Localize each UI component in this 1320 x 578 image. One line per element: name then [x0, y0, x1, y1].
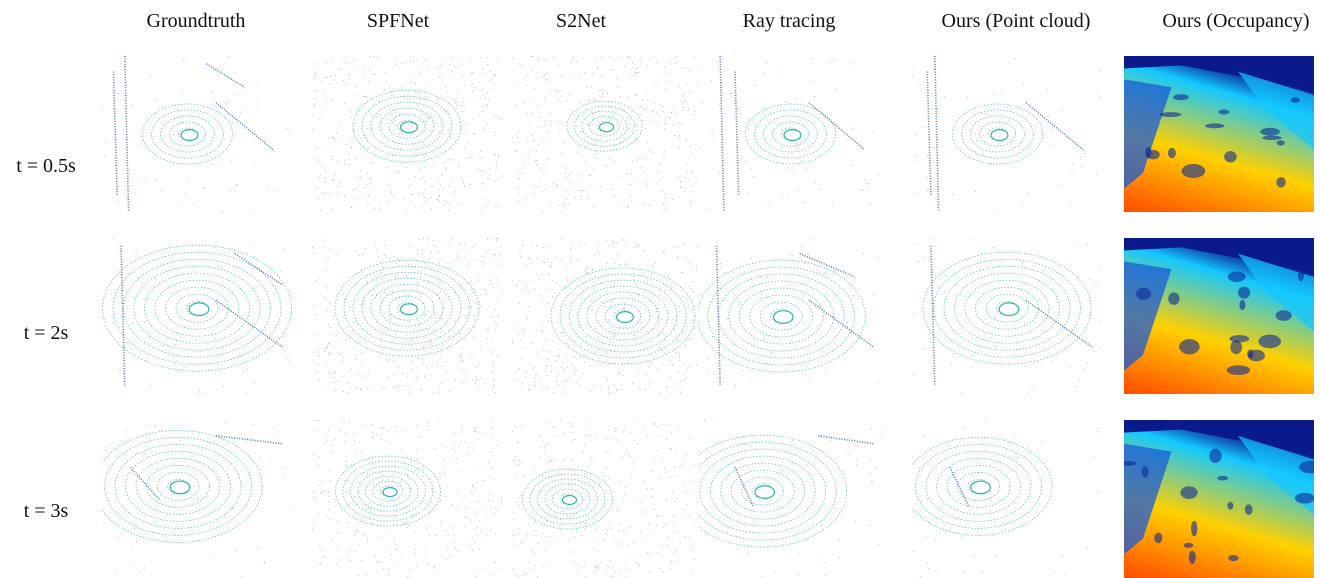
image-ray-tracing-row-2 — [698, 238, 883, 394]
image-ray-tracing-row-3 — [698, 420, 883, 578]
column-header-ours-point-cloud: Ours (Point cloud) — [941, 10, 1091, 32]
image-ours-occupancy-row-2 — [1124, 238, 1314, 394]
column-header-ours-occupancy: Ours (Occupancy) — [1162, 10, 1310, 32]
row-label-t-2s: t = 2s — [23, 322, 69, 344]
image-spfnet-row-3 — [312, 420, 502, 578]
image-ours-point-cloud-row-3 — [912, 420, 1102, 578]
row-label-t-3s: t = 3s — [23, 500, 69, 522]
image-spfnet-row-1 — [312, 56, 502, 212]
row-label-t-0-5s: t = 0.5s — [16, 155, 76, 177]
image-ours-point-cloud-row-1 — [912, 56, 1102, 212]
image-s2net-row-3 — [512, 420, 697, 578]
image-ours-occupancy-row-1 — [1124, 56, 1314, 212]
image-s2net-row-1 — [512, 56, 697, 212]
image-ours-point-cloud-row-2 — [912, 238, 1102, 394]
column-header-s2net: S2Net — [556, 10, 606, 32]
image-ours-occupancy-row-3 — [1124, 420, 1314, 578]
image-s2net-row-2 — [512, 238, 697, 394]
column-header-spfnet: SPFNet — [366, 10, 430, 32]
image-spfnet-row-2 — [312, 238, 502, 394]
image-groundtruth-row-2 — [102, 238, 292, 394]
image-groundtruth-row-3 — [102, 420, 292, 578]
column-header-groundtruth: Groundtruth — [146, 10, 246, 32]
image-ray-tracing-row-1 — [698, 56, 883, 212]
column-header-ray-tracing: Ray tracing — [742, 10, 836, 32]
image-groundtruth-row-1 — [102, 56, 292, 212]
